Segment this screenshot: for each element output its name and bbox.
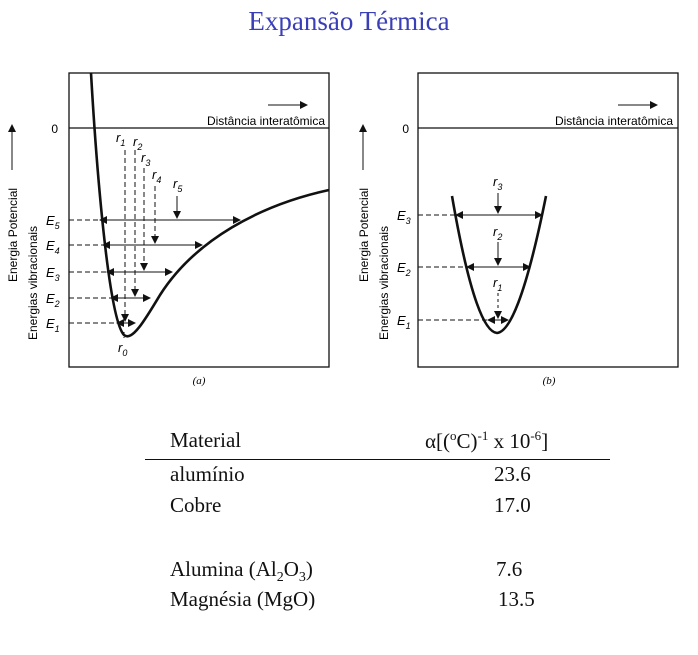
panel-b-potential-curve bbox=[450, 195, 548, 335]
panel-b-frame bbox=[417, 72, 679, 368]
table-row-value: 13.5 bbox=[498, 587, 535, 611]
table-row-material: Magnésia (MgO) bbox=[170, 587, 316, 611]
panel-a-y-axis-label-2: Energias vibracionais bbox=[26, 226, 40, 340]
b-label-e3: E3 bbox=[397, 208, 411, 226]
b-label-r2: r2 bbox=[493, 224, 502, 242]
page-title: Expansão Térmica bbox=[248, 6, 450, 36]
panel-b-caption: (b) bbox=[543, 375, 556, 387]
label-r1: r1 bbox=[116, 130, 125, 148]
panel-b-y-axis-label-2: Energias vibracionais bbox=[377, 226, 391, 340]
label-e5: E5 bbox=[46, 213, 61, 231]
table-row-material: Cobre bbox=[170, 493, 222, 517]
panel-a-potential-curve bbox=[89, 72, 330, 338]
panel-a-y-axis-label-1: Energia Potencial bbox=[6, 188, 20, 282]
table-header-alpha: α[(oC)-1 x 10-6] bbox=[425, 428, 549, 453]
panel-a: 0 Distância interatômica Energia Potenci… bbox=[6, 72, 330, 387]
label-e3: E3 bbox=[46, 265, 60, 283]
table-row-value: 23.6 bbox=[494, 462, 531, 486]
label-r4: r4 bbox=[152, 167, 161, 185]
panel-b-y-axis-label-1: Energia Potencial bbox=[357, 188, 371, 282]
table-header-rule bbox=[145, 459, 610, 460]
label-e2: E2 bbox=[46, 291, 60, 309]
b-label-r1: r1 bbox=[493, 275, 502, 293]
b-label-r3: r3 bbox=[493, 174, 502, 192]
b-label-e1: E1 bbox=[397, 313, 411, 331]
label-r3: r3 bbox=[141, 150, 150, 168]
table-row-material: alumínio bbox=[170, 462, 245, 486]
label-r2: r2 bbox=[133, 134, 142, 152]
label-e4: E4 bbox=[46, 238, 60, 256]
panel-b-x-axis-label: Distância interatômica bbox=[555, 114, 673, 128]
panel-b-zero-label: 0 bbox=[402, 122, 409, 136]
panel-a-caption: (a) bbox=[193, 375, 206, 387]
panel-a-zero-label: 0 bbox=[51, 122, 58, 136]
table-header-material: Material bbox=[170, 428, 242, 452]
panel-a-x-axis-label: Distância interatômica bbox=[207, 114, 325, 128]
table-row-material: Alumina (Al2O3) bbox=[170, 557, 313, 586]
label-r5: r5 bbox=[173, 176, 183, 194]
label-r0: r0 bbox=[118, 340, 127, 358]
label-e1: E1 bbox=[46, 316, 60, 334]
panel-b: 0 Distância interatômica Energia Potenci… bbox=[357, 72, 679, 387]
potential-energy-diagram: 0 Distância interatômica Energia Potenci… bbox=[6, 72, 679, 387]
table-row-value: 7.6 bbox=[496, 557, 523, 581]
b-label-e2: E2 bbox=[397, 260, 411, 278]
table-row-value: 17.0 bbox=[494, 493, 531, 517]
